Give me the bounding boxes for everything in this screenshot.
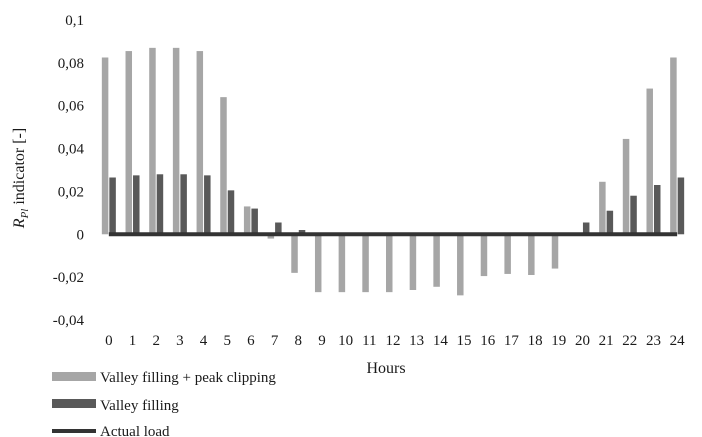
x-tick-label: 11 (362, 333, 376, 349)
legend-label-actual-load: Actual load (100, 424, 170, 437)
y-axis-tick-labels: 0,1 0,08 0,06 0,04 0,02 0 -0,02 -0,04 (53, 13, 85, 329)
bar-valley-filling (204, 175, 211, 235)
y-tick-label: -0,04 (53, 313, 85, 329)
x-tick-label: 10 (338, 333, 353, 349)
y-tick-label: 0,1 (65, 13, 84, 29)
bar-valley-filling (180, 174, 187, 235)
bar-valley-peak-clipping (622, 138, 630, 235)
bar-valley-filling (630, 195, 637, 235)
bar-valley-filling (275, 222, 282, 235)
x-tick-label: 4 (200, 333, 208, 349)
y-tick-label: 0,08 (58, 56, 84, 72)
x-tick-label: 19 (551, 333, 566, 349)
bar-valley-peak-clipping (101, 57, 109, 235)
bar-valley-filling (251, 208, 258, 235)
x-tick-label: 3 (176, 333, 184, 349)
bar-valley-filling (109, 177, 116, 235)
bar-valley-peak-clipping (528, 234, 535, 275)
bar-valley-peak-clipping (409, 234, 417, 290)
bar-valley-filling (606, 210, 614, 235)
bar-valley-filling (582, 222, 590, 235)
bar-valley-peak-clipping (172, 47, 180, 235)
bar-series (101, 47, 685, 296)
x-tick-label: 14 (433, 333, 449, 349)
x-tick-label: 0 (105, 333, 113, 349)
bar-valley-peak-clipping (338, 234, 346, 293)
x-tick-label: 20 (575, 333, 590, 349)
bar-valley-peak-clipping (362, 234, 369, 293)
x-tick-label: 18 (528, 333, 543, 349)
y-tick-label: -0,02 (53, 270, 84, 286)
legend-swatch-valley-peak (52, 372, 96, 381)
x-axis-tick-labels: 0 1 2 3 4 5 6 7 8 9 10 11 12 13 14 15 16 17 18 19 20 21 22 23 24 (105, 333, 685, 349)
x-tick-label: 5 (223, 333, 231, 349)
bar-valley-peak-clipping (599, 181, 606, 235)
bar-valley-filling (677, 177, 685, 235)
legend: Valley filling + peak clipping Valley fi… (52, 370, 276, 437)
x-tick-label: 9 (318, 333, 326, 349)
bar-valley-filling (156, 174, 164, 235)
bar-valley-peak-clipping (267, 234, 275, 239)
x-tick-label: 24 (670, 333, 686, 349)
x-tick-label: 15 (457, 333, 472, 349)
y-tick-label: 0,04 (58, 142, 85, 158)
y-axis-title-rest: indicator [-] (11, 128, 28, 209)
x-tick-label: 12 (386, 333, 401, 349)
legend-label-valley-peak: Valley filling + peak clipping (100, 370, 276, 386)
bar-valley-peak-clipping (314, 234, 322, 293)
y-axis-title-main: R (11, 218, 28, 229)
x-tick-label: 1 (129, 333, 137, 349)
bar-valley-peak-clipping (220, 97, 227, 235)
bar-valley-filling (133, 175, 140, 235)
x-tick-label: 8 (295, 333, 303, 349)
x-tick-label: 7 (271, 333, 279, 349)
bar-valley-peak-clipping (433, 234, 440, 287)
bar-valley-peak-clipping (291, 234, 298, 273)
x-tick-label: 16 (480, 333, 496, 349)
x-tick-label: 21 (599, 333, 614, 349)
bar-valley-peak-clipping (670, 57, 677, 235)
y-axis-title-subscript: Pl (19, 209, 31, 220)
x-axis-title: Hours (366, 360, 405, 377)
bar-valley-peak-clipping (243, 206, 251, 235)
bar-valley-peak-clipping (149, 47, 156, 235)
legend-swatch-valley (52, 399, 96, 408)
bar-valley-filling (298, 230, 306, 235)
y-tick-label: 0 (77, 227, 85, 243)
x-tick-label: 22 (622, 333, 637, 349)
y-tick-label: 0,02 (58, 184, 84, 200)
bar-valley-peak-clipping (386, 234, 393, 293)
x-tick-label: 2 (152, 333, 160, 349)
x-tick-label: 6 (247, 333, 255, 349)
bar-valley-filling (653, 185, 661, 235)
x-tick-label: 23 (646, 333, 661, 349)
bar-valley-peak-clipping (504, 234, 511, 274)
bar-valley-peak-clipping (646, 88, 653, 235)
bar-valley-filling (227, 190, 235, 235)
y-axis-title: RPl indicator [-] (11, 128, 31, 229)
bar-valley-peak-clipping (551, 234, 559, 269)
bar-valley-peak-clipping (125, 51, 133, 235)
bar-valley-peak-clipping (480, 234, 488, 277)
y-tick-label: 0,06 (58, 99, 85, 115)
x-tick-label: 13 (409, 333, 424, 349)
x-tick-label: 17 (504, 333, 520, 349)
bar-valley-peak-clipping (457, 234, 464, 296)
legend-label-valley: Valley filling (100, 398, 179, 414)
bar-valley-peak-clipping (196, 51, 204, 235)
